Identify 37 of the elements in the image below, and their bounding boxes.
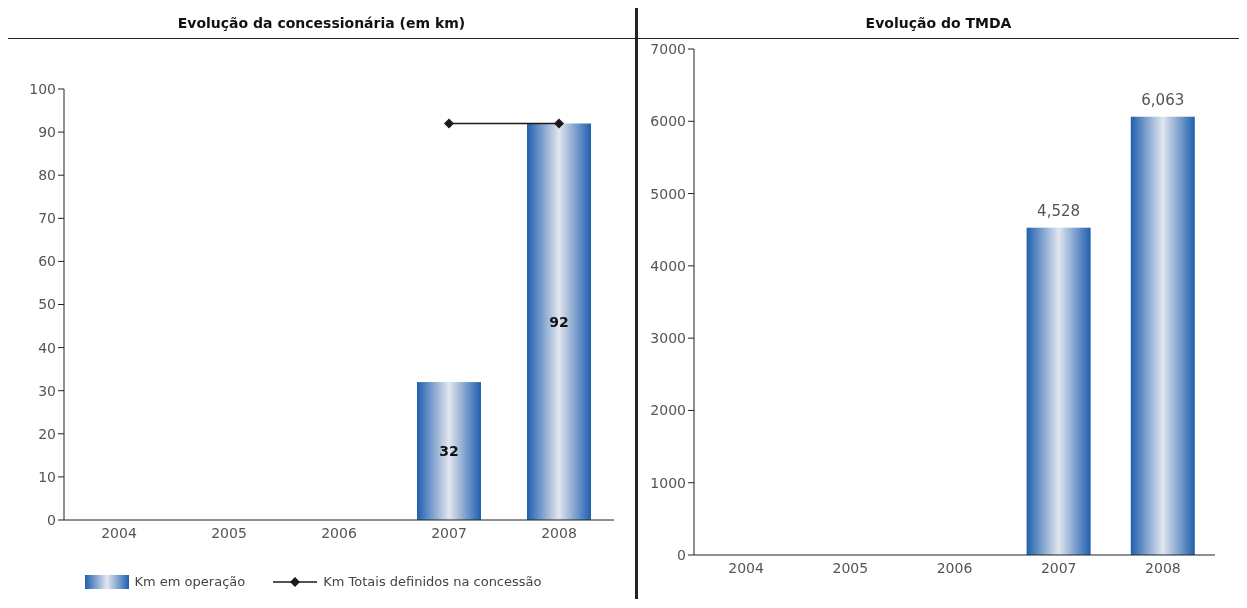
y-tick-label: 60 [38, 253, 56, 270]
x-tick-label: 2004 [728, 559, 764, 576]
y-tick-label: 40 [38, 339, 56, 356]
y-tick-label: 80 [38, 167, 56, 184]
chart-title: Evolução do TMDA [638, 8, 1239, 39]
x-tick-label: 2004 [101, 524, 137, 541]
data-label: 92 [549, 313, 569, 330]
x-tick-label: 2006 [321, 524, 357, 541]
y-tick-label: 50 [38, 296, 56, 313]
y-tick-label: 5000 [650, 185, 686, 202]
data-label: 6,063 [1141, 90, 1185, 109]
data-label: 32 [439, 443, 459, 460]
data-label: 4,528 [1037, 201, 1081, 220]
y-tick-label: 20 [38, 425, 56, 442]
y-tick-label: 2000 [650, 402, 686, 419]
x-tick-label: 2007 [1040, 559, 1077, 576]
y-tick-label: 100 [29, 80, 56, 97]
x-tick-label: 2008 [541, 524, 577, 541]
chart-title: Evolução da concessionária (em km) [8, 8, 635, 39]
y-tick-label: 4000 [650, 257, 686, 274]
x-tick-label: 2005 [211, 524, 247, 541]
y-tick-label: 10 [38, 468, 56, 485]
y-tick-label: 0 [677, 546, 686, 563]
y-tick-label: 6000 [650, 113, 686, 130]
x-tick-label: 2007 [431, 524, 467, 541]
y-tick-label: 30 [38, 382, 56, 399]
x-tick-label: 2006 [936, 559, 973, 576]
legend-label: Km Totais definidos na concessão [323, 574, 542, 589]
y-tick-label: 0 [47, 511, 56, 528]
y-tick-label: 70 [38, 210, 56, 227]
y-tick-label: 7000 [650, 40, 686, 57]
legend-label: Km em operação [134, 574, 246, 589]
y-tick-label: 3000 [650, 330, 686, 347]
x-tick-label: 2008 [1145, 559, 1181, 576]
y-tick-label: 90 [38, 124, 56, 141]
x-tick-label: 2005 [832, 559, 869, 576]
y-tick-label: 1000 [650, 474, 686, 491]
